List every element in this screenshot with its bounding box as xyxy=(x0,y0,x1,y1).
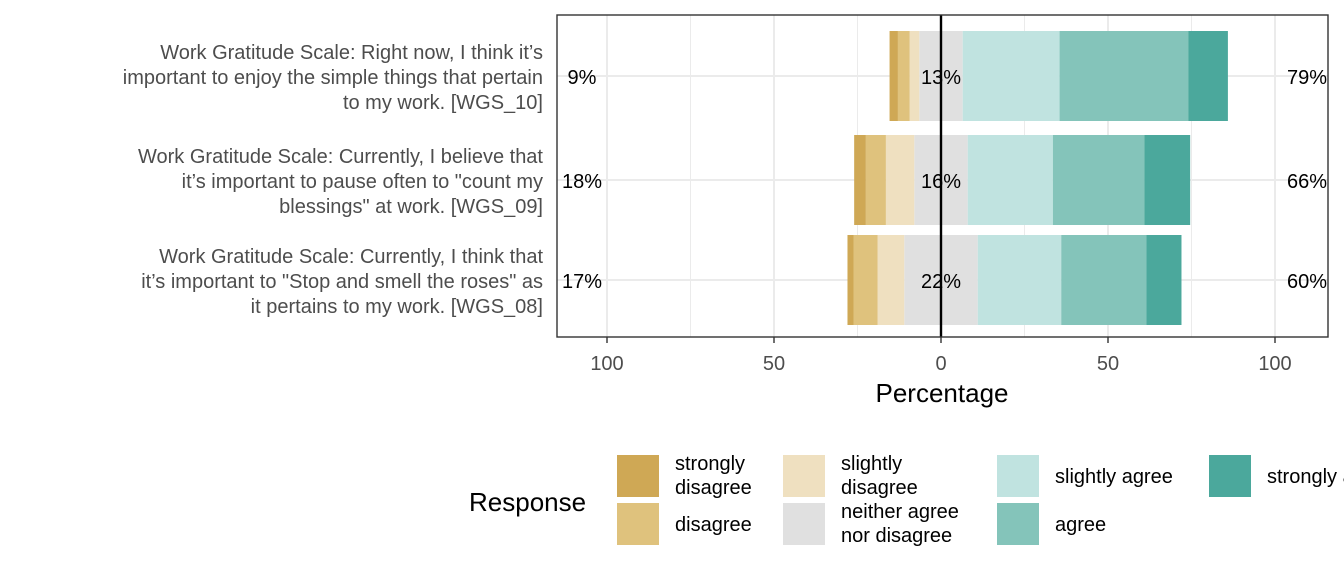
right-percent-label: 60% xyxy=(1287,271,1327,293)
legend-key xyxy=(617,503,659,545)
bar-segment xyxy=(853,235,878,325)
stacked-bars xyxy=(847,31,1228,325)
bar-segment xyxy=(847,235,854,325)
left-percent-label: 18% xyxy=(562,171,602,193)
bar-segment xyxy=(1146,235,1182,325)
bar-segment xyxy=(1052,135,1145,225)
y-axis-label-line: Work Gratitude Scale: Right now, I think… xyxy=(160,42,543,64)
bar-segment xyxy=(967,135,1053,225)
center-percent-label: 16% xyxy=(921,171,961,193)
percentage-labels: 9% 13% 79% 18% 16% 66% 17% 22% 60% xyxy=(562,67,1327,293)
bar-segment xyxy=(865,135,886,225)
y-axis-label-line: important to enjoy the simple things tha… xyxy=(123,67,543,89)
legend-key xyxy=(997,503,1039,545)
bar-segment xyxy=(877,235,905,325)
legend-key xyxy=(1209,455,1251,497)
y-axis-labels: Work Gratitude Scale: Right now, I think… xyxy=(123,42,544,318)
y-axis-label-line: it pertains to my work. [WGS_08] xyxy=(251,296,543,318)
x-axis-ticks: 100 50 0 50 100 xyxy=(590,337,1292,375)
legend-label: strongly agree xyxy=(1267,466,1344,488)
y-axis-label-line: it’s important to "Stop and smell the ro… xyxy=(141,271,543,293)
left-percent-label: 9% xyxy=(568,67,597,89)
right-percent-label: 66% xyxy=(1287,171,1327,193)
x-tick-label: 100 xyxy=(1258,353,1291,375)
legend-label-line: neither agree xyxy=(841,501,959,523)
bar-segment xyxy=(897,31,910,121)
y-axis-label-line: to my work. [WGS_10] xyxy=(343,92,543,114)
left-percent-label: 17% xyxy=(562,271,602,293)
legend-label-line: strongly xyxy=(675,453,745,475)
bar-segment xyxy=(909,31,920,121)
legend-label: disagree xyxy=(675,514,752,536)
bar-segment xyxy=(889,31,898,121)
bar-segment xyxy=(885,135,915,225)
y-axis-label-line: it’s important to pause often to "count … xyxy=(182,171,543,193)
panel-border xyxy=(556,14,1329,338)
center-percent-label: 13% xyxy=(921,67,961,89)
bar-segment xyxy=(977,235,1062,325)
legend-label: slightly agree xyxy=(1055,466,1173,488)
y-axis-label-line: Work Gratitude Scale: Currently, I belie… xyxy=(138,146,543,168)
y-axis-label-line: Work Gratitude Scale: Currently, I think… xyxy=(159,246,543,268)
x-tick-label: 0 xyxy=(935,353,946,375)
legend-key xyxy=(997,455,1039,497)
legend-label: agree xyxy=(1055,514,1106,536)
bar-segment xyxy=(1061,235,1147,325)
x-axis-title: Percentage xyxy=(876,378,1009,408)
legend-label-line: slightly xyxy=(841,453,902,475)
bar-segment xyxy=(962,31,1060,121)
legend-title: Response xyxy=(469,487,586,517)
right-percent-label: 79% xyxy=(1287,67,1327,89)
legend-key xyxy=(783,455,825,497)
center-percent-label: 22% xyxy=(921,271,961,293)
x-tick-label: 100 xyxy=(590,353,623,375)
legend: Response stronglydisagreedisagreeslightl… xyxy=(469,453,1344,547)
legend-key xyxy=(783,503,825,545)
x-tick-label: 50 xyxy=(1097,353,1119,375)
bar-segment xyxy=(1188,31,1228,121)
bar-segment xyxy=(1144,135,1191,225)
x-tick-label: 50 xyxy=(763,353,785,375)
legend-key xyxy=(617,455,659,497)
y-axis-label-line: blessings" at work. [WGS_09] xyxy=(279,196,543,218)
legend-label-line: disagree xyxy=(675,477,752,499)
bar-segment xyxy=(854,135,866,225)
legend-label-line: nor disagree xyxy=(841,525,952,547)
bar-segment xyxy=(1059,31,1189,121)
legend-label-line: disagree xyxy=(841,477,918,499)
